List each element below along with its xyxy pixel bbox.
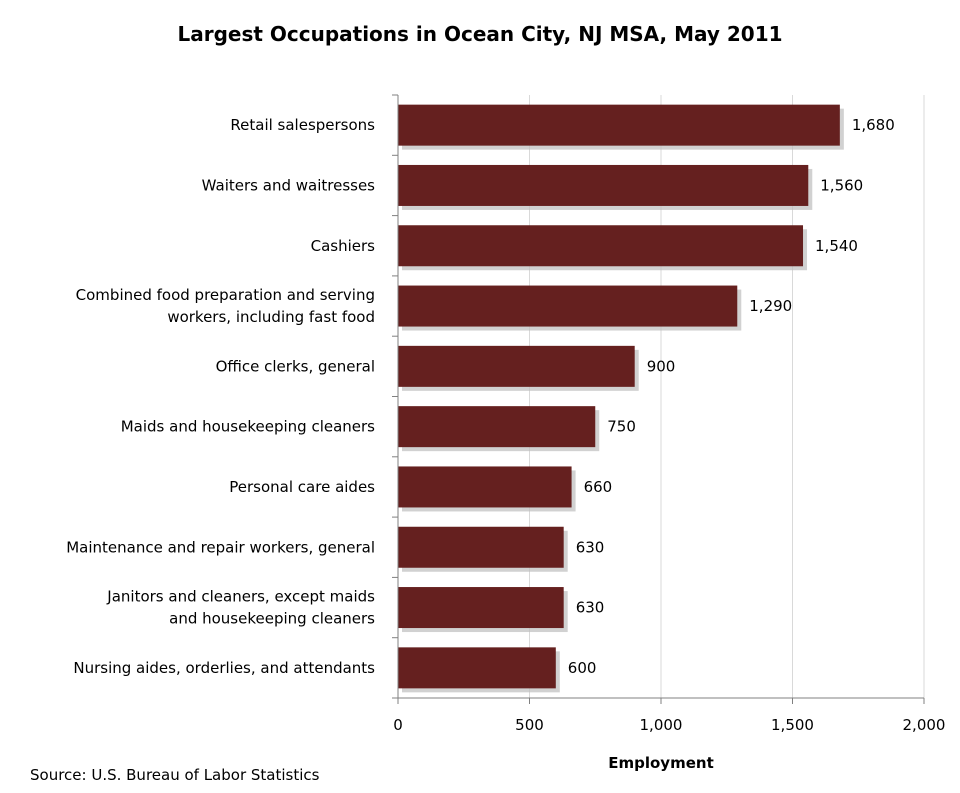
value-label: 660 [584, 478, 613, 496]
x-tick-label: 1,500 [771, 716, 814, 734]
x-axis-title: Employment [608, 754, 714, 772]
value-label: 630 [576, 538, 605, 556]
bar [398, 285, 738, 327]
category-label: Personal care aides [229, 478, 375, 496]
value-label: 1,560 [820, 176, 863, 194]
category-label: Janitors and cleaners, except maids and h… [106, 588, 375, 628]
x-tick-label: 1,000 [640, 716, 683, 734]
bar [398, 104, 840, 146]
x-tick-label: 0 [393, 716, 403, 734]
value-label: 750 [607, 418, 636, 436]
value-label: 1,540 [815, 237, 858, 255]
category-label: Retail salespersons [230, 116, 375, 134]
source-note: Source: U.S. Bureau of Labor Statistics [30, 766, 320, 784]
value-label: 630 [576, 599, 605, 617]
value-label: 1,680 [852, 116, 895, 134]
category-label: Office clerks, general [216, 357, 375, 375]
value-label: 900 [647, 357, 676, 375]
bar [398, 587, 564, 629]
x-tick-label: 500 [515, 716, 544, 734]
value-label: 1,290 [749, 297, 792, 315]
bar [398, 225, 804, 267]
bar [398, 526, 564, 568]
bar [398, 164, 809, 206]
category-label: Waiters and waitresses [202, 176, 376, 194]
x-tick-label: 2,000 [903, 716, 946, 734]
value-label: 600 [568, 659, 597, 677]
category-label: Combined food preparation and serving wor… [76, 286, 375, 326]
category-label: Cashiers [311, 237, 376, 255]
chart-title: Largest Occupations in Ocean City, NJ MS… [177, 22, 783, 46]
bar [398, 466, 572, 508]
bar [398, 647, 556, 689]
bar [398, 345, 635, 387]
category-label: Maintenance and repair workers, general [66, 538, 375, 556]
category-label: Maids and housekeeping cleaners [121, 418, 375, 436]
category-label: Nursing aides, orderlies, and attendants [73, 659, 375, 677]
bar [398, 406, 596, 448]
